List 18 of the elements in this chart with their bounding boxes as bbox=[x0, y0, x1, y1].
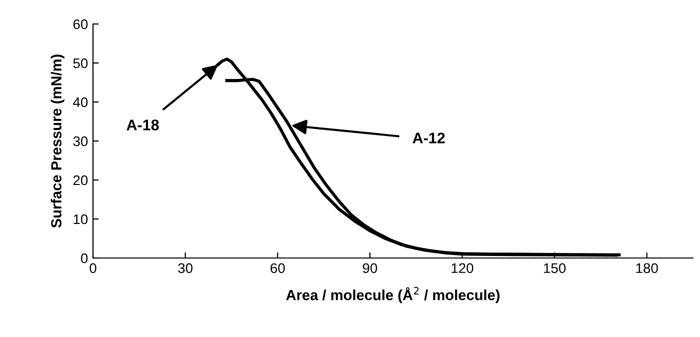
y-tick-label: 60 bbox=[73, 19, 88, 30]
x-axis-title: Area / molecule (Å$^{2}$ / molecule) bbox=[286, 286, 500, 304]
y-tick-label: 40 bbox=[73, 97, 88, 108]
y-tick-label: 30 bbox=[73, 136, 88, 146]
x-tick-label: 0 bbox=[90, 263, 96, 274]
x-tick-label: 180 bbox=[636, 263, 658, 274]
y-tick-label: 10 bbox=[74, 214, 88, 224]
y-tick-label: 0 bbox=[80, 253, 88, 264]
y-axis-title: Surface Pressure (mN/m) bbox=[50, 54, 64, 228]
x-tick-label: 60 bbox=[270, 263, 285, 274]
y-tick-label: 50 bbox=[73, 58, 88, 68]
x-tick-label: 120 bbox=[452, 263, 474, 274]
annotation: A-12 bbox=[412, 132, 445, 144]
x-tick-label: 150 bbox=[544, 263, 566, 274]
y-tick-label: 20 bbox=[73, 175, 88, 186]
x-tick-label: 30 bbox=[178, 263, 192, 274]
annotation: A-18 bbox=[126, 120, 159, 130]
x-tick-label: 90 bbox=[362, 263, 378, 274]
